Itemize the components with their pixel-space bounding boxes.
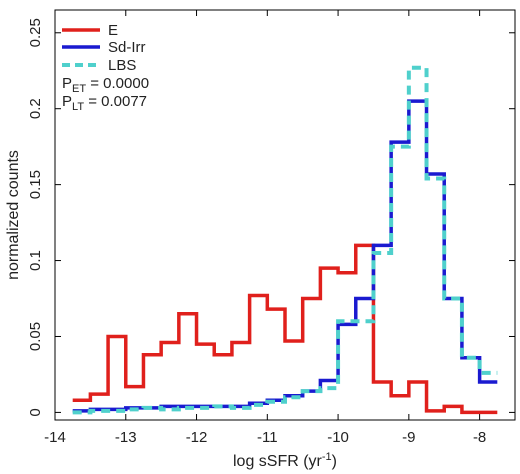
y-tick-label: 0.05 bbox=[27, 322, 44, 351]
y-tick-label: 0.2 bbox=[27, 98, 44, 119]
y-tick-label: 0.1 bbox=[27, 250, 44, 271]
plot-frame bbox=[54, 9, 516, 421]
x-tick-labels: -14 -13 -12 -11 -10 -9 -8 bbox=[44, 429, 486, 446]
legend: E Sd-Irr LBS bbox=[62, 22, 146, 74]
legend-label-lbs: LBS bbox=[108, 57, 136, 74]
x-axis-title: log sSFR (yr-1) bbox=[233, 451, 337, 470]
legend-label-e: E bbox=[108, 22, 118, 39]
y-tick-labels: 0 0.05 0.1 0.15 0.2 0.25 bbox=[27, 18, 44, 416]
x-tick-label: -12 bbox=[186, 429, 208, 446]
series-line-e bbox=[72, 243, 498, 415]
series-layer bbox=[72, 65, 498, 415]
x-tick-label: -8 bbox=[473, 429, 486, 446]
axis-ticks bbox=[54, 10, 515, 420]
x-tick-label: -13 bbox=[115, 429, 137, 446]
y-axis-title: normalized counts bbox=[5, 150, 22, 280]
legend-label-sd-irr: Sd-Irr bbox=[108, 39, 146, 56]
x-tick-label: -11 bbox=[257, 429, 278, 446]
series-line-lbs bbox=[72, 65, 498, 415]
stat-p-lt: PLT = 0.0077 bbox=[62, 93, 147, 113]
stat-p-et: PET = 0.0000 bbox=[62, 75, 149, 95]
x-tick-label: -10 bbox=[327, 429, 349, 446]
y-tick-label: 0 bbox=[27, 408, 44, 416]
series-line-sd-irr bbox=[72, 99, 498, 413]
x-tick-label: -14 bbox=[44, 429, 66, 446]
x-tick-label: -9 bbox=[402, 429, 415, 446]
y-tick-label: 0.25 bbox=[27, 18, 44, 47]
y-tick-label: 0.15 bbox=[27, 170, 44, 199]
